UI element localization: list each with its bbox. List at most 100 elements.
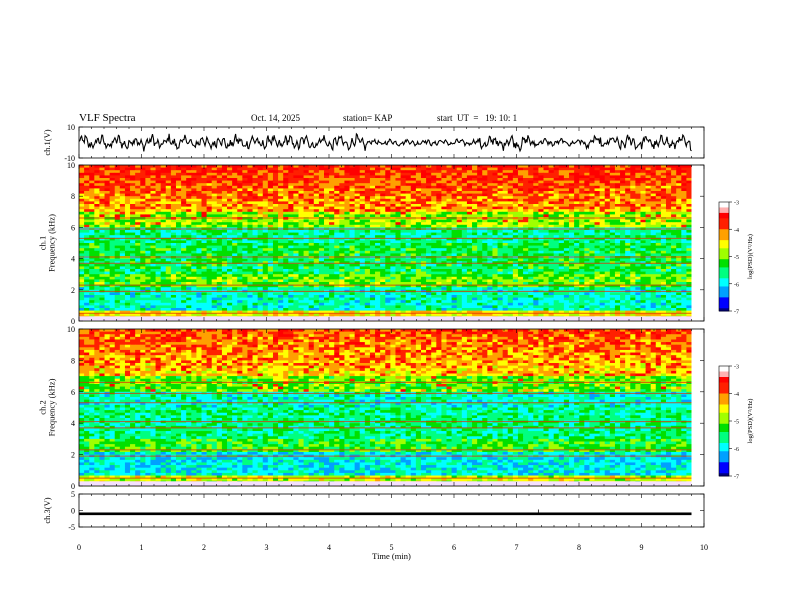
spectrogram-cell [344, 235, 350, 239]
spectrogram-cell [492, 180, 498, 184]
spectrogram-cell [507, 167, 514, 171]
spectrogram-cell [594, 188, 601, 192]
spectrogram-cell [145, 165, 151, 168]
spectrogram-cell [94, 230, 100, 233]
spectrogram-cell [227, 165, 233, 168]
spectrogram-cell [130, 253, 136, 257]
spectrogram-cell [247, 196, 253, 200]
spectrogram-cell [109, 172, 116, 176]
spectrogram-cell [451, 191, 458, 194]
spectrogram-cell [630, 248, 636, 252]
spectrogram-cell [329, 261, 335, 265]
spectrogram-cell [84, 170, 90, 174]
spectrogram-cell [303, 191, 310, 194]
spectrogram-cell [324, 263, 330, 267]
spectrogram-cell [267, 191, 274, 194]
spectrogram-cell [681, 261, 687, 265]
spectrogram-cell [436, 269, 442, 272]
spectrogram-cell [436, 253, 442, 257]
spectrogram-cell [650, 224, 657, 228]
spectrogram-cell [84, 266, 90, 270]
spectrogram-cell [170, 167, 177, 171]
spectrogram-cell [308, 258, 315, 262]
spectrogram-cell [165, 201, 172, 205]
spectrogram-cell [145, 175, 151, 179]
spectrogram-cell [482, 240, 488, 244]
spectrogram-cell [175, 204, 182, 207]
spectrogram-cell [635, 237, 641, 241]
spectrogram-cell [308, 165, 315, 168]
spectrogram-cell [599, 211, 606, 215]
spectrogram-cell [267, 180, 274, 184]
spectrogram-cell [267, 196, 274, 200]
spectrogram-cell [686, 224, 692, 228]
spectrogram-cell [456, 178, 463, 181]
spectrogram-cell [553, 222, 560, 226]
spectrogram-cell [242, 191, 248, 194]
spectrogram-cell [349, 178, 356, 181]
spectrogram-cell [313, 185, 320, 189]
spectrogram-cell [206, 219, 213, 223]
spectrogram-cell [538, 243, 544, 246]
spectrogram-cell [594, 193, 601, 197]
spectrogram-cell [211, 185, 218, 189]
spectrogram-cell [563, 245, 570, 249]
spectrogram-cell [492, 240, 498, 244]
spectrogram-cell [119, 222, 126, 226]
spectrogram-cell [191, 185, 197, 189]
spectrogram-cell [395, 219, 401, 223]
spectrogram-cell [558, 243, 565, 246]
spectrogram-cell [288, 188, 294, 192]
spectrogram-cell [599, 243, 606, 246]
spectrogram-cell [426, 209, 432, 213]
spectrogram-cell [150, 198, 156, 202]
spectrogram-cell [594, 232, 601, 236]
spectrogram-cell [354, 237, 361, 241]
spectrogram-cell [681, 170, 687, 174]
spectrogram-cell [84, 193, 90, 197]
spectrogram-cell [206, 230, 213, 233]
spectrogram-cell [558, 258, 565, 262]
spectrogram-cell [640, 183, 646, 187]
spectrogram-cell [339, 211, 345, 215]
spectrogram-cell [466, 188, 473, 192]
spectrogram-cell [308, 214, 315, 218]
spectrogram-cell [359, 206, 366, 210]
spectrogram-cell [650, 248, 657, 252]
spectrogram-cell [349, 204, 356, 207]
spectrogram-cell [329, 250, 335, 254]
spectrogram-cell [604, 250, 611, 254]
spectrogram-cell [119, 188, 126, 192]
spectrogram-cell [329, 269, 335, 272]
spectrogram-cell [461, 211, 468, 215]
spectrogram-cell [405, 211, 412, 215]
spectrogram-cell [375, 224, 381, 228]
spectrogram-cell [395, 243, 401, 246]
spectrogram-cell [359, 204, 366, 207]
spectrogram-cell [175, 214, 182, 218]
spectrogram-cell [150, 167, 156, 171]
spectrogram-cell [165, 204, 172, 207]
spectrogram-cell [472, 165, 478, 168]
spectrogram-cell [329, 206, 335, 210]
spectrogram-cell [99, 222, 105, 226]
spectrogram-cell [446, 180, 452, 184]
spectrogram-cell [400, 243, 407, 246]
spectrogram-cell [94, 172, 100, 176]
spectrogram-cell [257, 211, 264, 215]
spectrogram-cell [599, 178, 606, 181]
spectrogram-cell [145, 209, 151, 213]
spectrogram-cell [665, 170, 672, 174]
spectrogram-cell [665, 240, 672, 244]
spectrogram-cell [625, 219, 631, 223]
spectrogram-cell [130, 240, 136, 244]
spectrogram-cell [446, 183, 452, 187]
spectrogram-cell [109, 209, 116, 213]
spectrogram-cell [655, 201, 662, 205]
spectrogram-cell [604, 230, 611, 233]
spectrogram-cell [553, 245, 560, 249]
spectrogram-cell [405, 204, 412, 207]
spectrogram-cell [79, 266, 85, 270]
spectrogram-cell [99, 230, 105, 233]
spectrogram-cell [155, 211, 162, 215]
